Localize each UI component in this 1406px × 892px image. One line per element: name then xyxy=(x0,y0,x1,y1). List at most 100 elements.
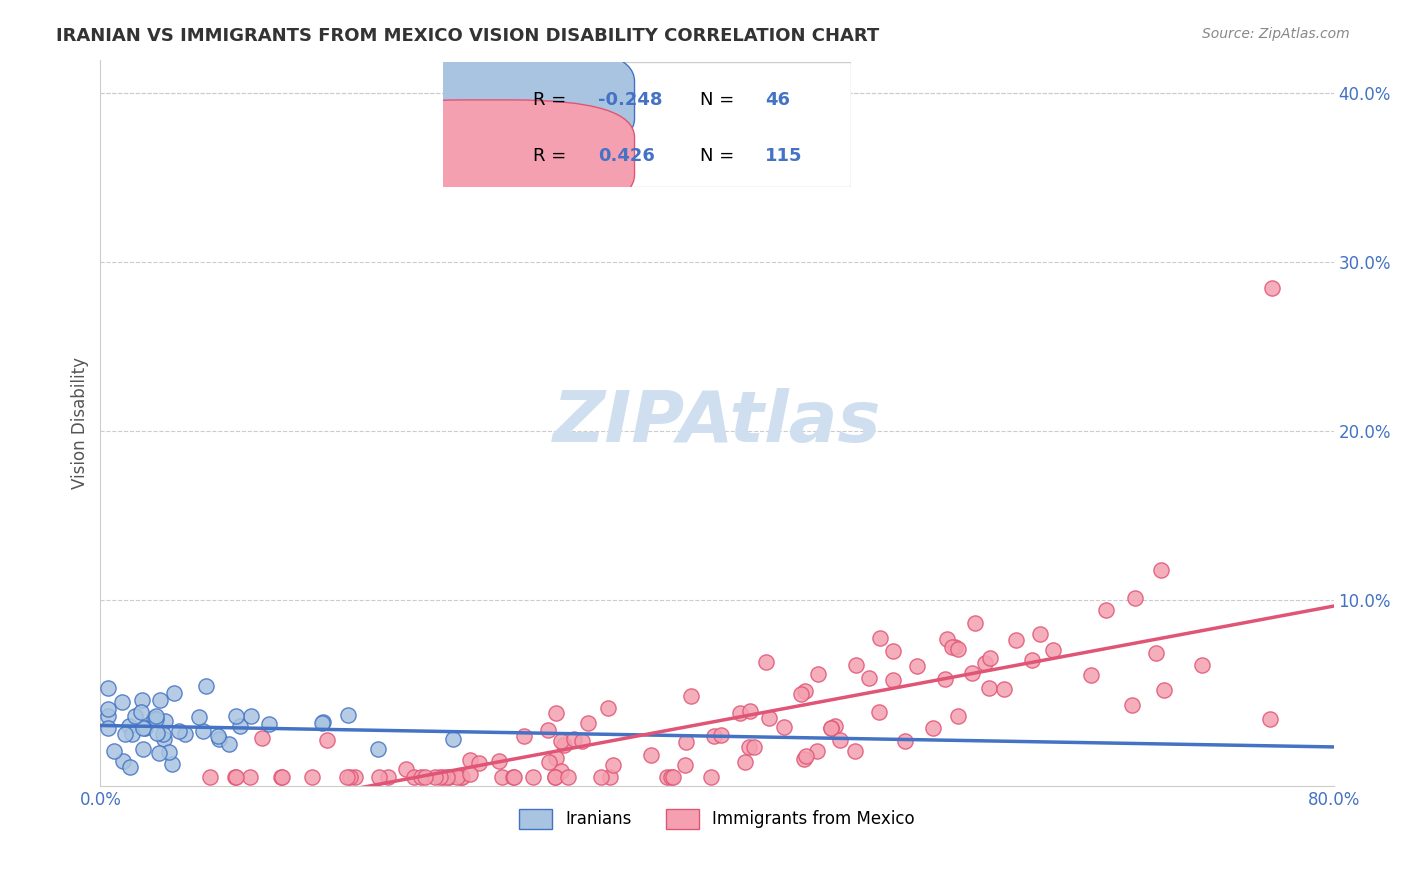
Legend: Iranians, Immigrants from Mexico: Iranians, Immigrants from Mexico xyxy=(513,802,921,836)
Point xyxy=(1021,653,1043,667)
Text: IRANIAN VS IMMIGRANTS FROM MEXICO VISION DISABILITY CORRELATION CHART: IRANIAN VS IMMIGRANTS FROM MEXICO VISION… xyxy=(56,27,880,45)
Point xyxy=(1261,280,1284,294)
Point xyxy=(174,727,197,741)
Point xyxy=(97,702,120,716)
Point xyxy=(1144,646,1167,660)
Point xyxy=(458,753,481,767)
Text: 0.426: 0.426 xyxy=(598,147,655,165)
Point xyxy=(145,709,167,723)
Point xyxy=(111,754,134,768)
Point xyxy=(882,644,904,658)
Point xyxy=(557,770,579,784)
Point xyxy=(339,770,361,784)
Point xyxy=(979,681,1001,695)
Point xyxy=(395,762,418,776)
Point xyxy=(755,655,778,669)
Point xyxy=(544,706,567,721)
Point xyxy=(229,719,252,733)
Point xyxy=(132,721,155,735)
Point xyxy=(794,748,817,763)
Point xyxy=(114,727,136,741)
Point xyxy=(336,770,359,784)
FancyBboxPatch shape xyxy=(443,62,851,187)
Point xyxy=(943,640,966,654)
Point xyxy=(145,712,167,726)
Point xyxy=(153,714,176,728)
Point xyxy=(571,733,593,747)
Point xyxy=(734,756,756,770)
Point xyxy=(134,721,156,735)
Point xyxy=(679,690,702,704)
Point xyxy=(1005,632,1028,647)
Point xyxy=(121,727,143,741)
Point xyxy=(207,729,229,743)
Point xyxy=(675,734,697,748)
Point xyxy=(576,716,599,731)
Point xyxy=(436,770,458,784)
Point xyxy=(132,742,155,756)
Point xyxy=(270,770,292,784)
Point xyxy=(544,751,567,765)
Point xyxy=(301,770,323,784)
Point xyxy=(437,770,460,784)
Point xyxy=(758,711,780,725)
Point xyxy=(730,706,752,721)
Point xyxy=(710,728,733,742)
Point xyxy=(225,708,247,723)
Point xyxy=(491,770,513,784)
Point xyxy=(820,721,842,735)
Text: 46: 46 xyxy=(765,91,790,109)
Point xyxy=(146,726,169,740)
Point xyxy=(148,746,170,760)
Point xyxy=(905,659,928,673)
Point xyxy=(1080,667,1102,681)
Point xyxy=(129,706,152,720)
FancyBboxPatch shape xyxy=(340,100,634,212)
Point xyxy=(160,757,183,772)
Point xyxy=(858,671,880,685)
Point xyxy=(934,672,956,686)
Point xyxy=(537,755,560,769)
Point xyxy=(152,727,174,741)
Point xyxy=(793,752,815,766)
Point xyxy=(820,721,842,735)
Point xyxy=(97,709,120,723)
Point xyxy=(97,681,120,695)
Point xyxy=(700,770,723,784)
Point xyxy=(188,710,211,724)
Point xyxy=(224,770,246,784)
Point xyxy=(271,770,294,784)
Point xyxy=(409,770,432,784)
Point xyxy=(844,658,866,673)
Point xyxy=(167,724,190,739)
Point xyxy=(429,770,451,784)
Text: N =: N = xyxy=(700,147,740,165)
Point xyxy=(790,687,813,701)
Point xyxy=(450,770,472,784)
Point xyxy=(198,770,221,784)
Point xyxy=(450,770,472,784)
Point xyxy=(239,709,262,723)
Point xyxy=(591,770,613,784)
Point xyxy=(640,747,662,762)
Point xyxy=(250,731,273,745)
Point xyxy=(543,770,565,784)
Point xyxy=(655,770,678,784)
Point xyxy=(599,770,621,784)
Point xyxy=(149,692,172,706)
Point xyxy=(794,684,817,698)
Point xyxy=(103,744,125,758)
Point xyxy=(742,739,765,754)
Point xyxy=(432,770,454,784)
Point xyxy=(993,681,1015,696)
Point xyxy=(946,709,969,723)
Point xyxy=(97,721,120,735)
Point xyxy=(153,732,176,747)
Point xyxy=(257,717,280,731)
Point xyxy=(194,679,217,693)
Point xyxy=(869,631,891,645)
Point xyxy=(537,723,560,737)
Point xyxy=(1153,682,1175,697)
Text: N =: N = xyxy=(700,91,740,109)
Text: 115: 115 xyxy=(765,147,803,165)
